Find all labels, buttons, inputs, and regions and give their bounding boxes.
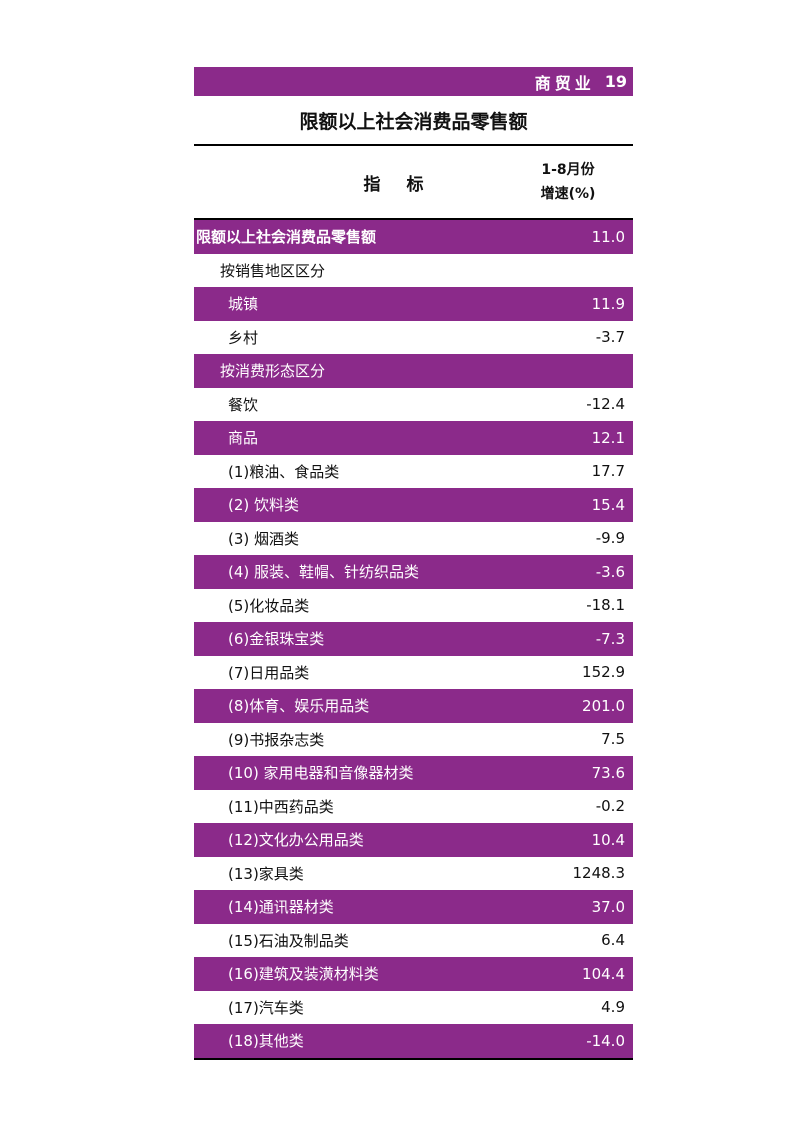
row-value: 15.4 [591,495,625,514]
row-value: -3.7 [595,328,625,347]
row-label: (17)汽车类 [228,998,304,1017]
table-row: (7)日用品类 152.9 [194,656,633,690]
table-row: 商品 12.1 [194,421,633,455]
row-label: 按消费形态区分 [220,362,326,381]
table-body: 限额以上社会消费品零售额 11.0 按销售地区区分城镇 11.9 乡村 -3.7 按消费形态… [194,220,633,1058]
row-value: 12.1 [591,428,625,447]
row-value: -7.3 [595,629,625,648]
row-value: -14.0 [586,1031,625,1050]
row-label: (4) 服装、鞋帽、针纺织品类 [228,563,420,582]
row-label: 商品 [228,429,259,448]
table-row: (12)文化办公用品类 10.4 [194,823,633,857]
table-row: (8)体育、娱乐用品类 201.0 [194,689,633,723]
row-value: -12.4 [586,395,625,414]
row-label: 餐饮 [228,395,259,414]
header-rule [194,218,633,220]
table-title: 限额以上社会消费品零售额 [299,110,528,133]
table-row: 限额以上社会消费品零售额 11.0 [194,220,633,254]
row-label: (13)家具类 [228,864,304,883]
growth-header-line2: 增速(%) [540,186,596,202]
row-label: 乡村 [228,328,259,347]
table-row: 按消费形态区分 [194,354,633,388]
row-value: 73.6 [591,763,625,782]
table-row: (4) 服装、鞋帽、针纺织品类 -3.6 [194,555,633,589]
row-label: 城镇 [228,295,259,314]
table-row: (9)书报杂志类 7.5 [194,723,633,757]
table-row: (15)石油及制品类 6.4 [194,924,633,958]
row-label: (5)化妆品类 [228,596,310,615]
section-name: 商贸业 [534,73,595,93]
row-label: (3) 烟酒类 [228,529,300,548]
column-header: 指 标 1-8月份 增速(%) [194,146,633,218]
growth-column-header: 1-8月份 增速(%) [513,158,633,206]
row-value: 1248.3 [572,864,626,883]
table-row: (10) 家用电器和音像器材类 73.6 [194,756,633,790]
row-label: (14)通讯器材类 [228,898,334,917]
table-row: (1)粮油、食品类 17.7 [194,455,633,489]
row-value: -3.6 [595,562,625,581]
table-row: 按销售地区区分 [194,254,633,288]
growth-header-line1: 1-8月份 [541,162,595,178]
row-value: -18.1 [586,596,625,615]
table-row: 餐饮 -12.4 [194,388,633,422]
row-label: (7)日用品类 [228,663,310,682]
row-label: (12)文化办公用品类 [228,831,364,850]
row-value: 6.4 [601,931,625,950]
section-header-bar: 商贸业 19 [194,67,633,96]
row-value: 152.9 [582,663,625,682]
row-value: 7.5 [601,730,625,749]
row-label: 按销售地区区分 [220,261,326,280]
table-row: (2) 饮料类 15.4 [194,488,633,522]
table-row: (11)中西药品类 -0.2 [194,790,633,824]
table-row: (18)其他类 -14.0 [194,1024,633,1058]
row-label: (11)中西药品类 [228,797,334,816]
row-value: 104.4 [582,964,625,983]
row-value: 37.0 [591,897,625,916]
row-label: (15)石油及制品类 [228,931,349,950]
row-label: (16)建筑及装潢材料类 [228,965,379,984]
page-content: 商贸业 19 限额以上社会消费品零售额 指 标 1-8月份 增速(%) 限额以上… [194,67,633,1060]
table-row: (5)化妆品类 -18.1 [194,589,633,623]
row-label: 限额以上社会消费品零售额 [196,228,377,247]
row-value: 11.0 [591,227,625,246]
top-rule [194,144,633,146]
row-label: (10) 家用电器和音像器材类 [228,764,414,783]
table-row: 城镇 11.9 [194,287,633,321]
table-row: (13)家具类 1248.3 [194,857,633,891]
table-row: (16)建筑及装潢材料类 104.4 [194,957,633,991]
row-label: (2) 饮料类 [228,496,300,515]
row-label: (6)金银珠宝类 [228,630,325,649]
row-value: -9.9 [595,529,625,548]
table-row: 乡村 -3.7 [194,321,633,355]
row-label: (1)粮油、食品类 [228,462,340,481]
row-value: -0.2 [595,797,625,816]
page-number: 19 [604,72,627,91]
row-value: 17.7 [591,462,625,481]
row-label: (8)体育、娱乐用品类 [228,697,370,716]
table-row: (3) 烟酒类 -9.9 [194,522,633,556]
indicator-column-header: 指 标 [363,174,434,195]
table-row: (14)通讯器材类 37.0 [194,890,633,924]
row-value: 11.9 [591,294,625,313]
table-row: (17)汽车类 4.9 [194,991,633,1025]
row-label: (9)书报杂志类 [228,730,325,749]
table-row: (6)金银珠宝类 -7.3 [194,622,633,656]
bottom-rule [194,1057,633,1060]
row-value: 4.9 [601,998,625,1017]
row-label: (18)其他类 [228,1032,304,1051]
row-value: 201.0 [582,696,625,715]
row-value: 10.4 [591,830,625,849]
